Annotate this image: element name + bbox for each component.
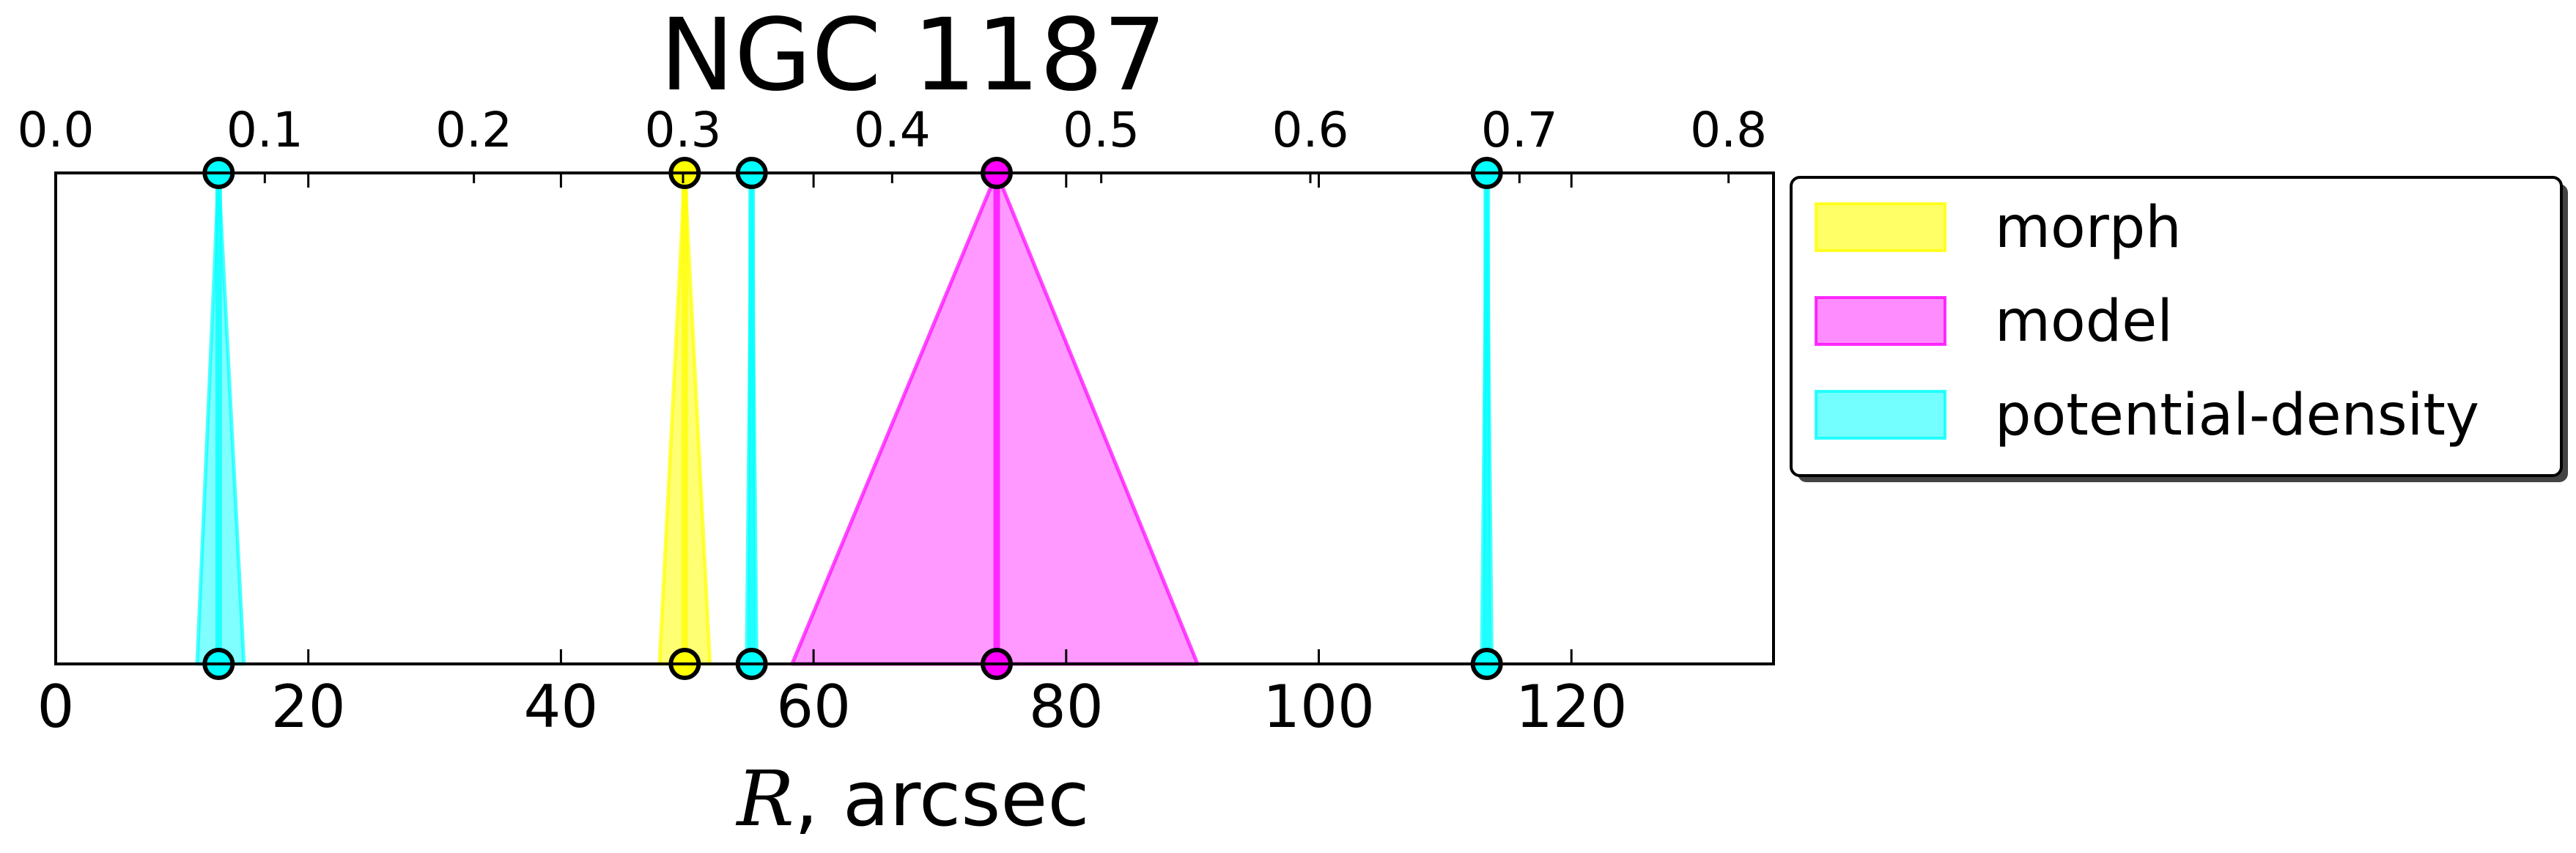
x-axis-label-math: R [735, 754, 794, 843]
x-axis-label: R, arcsec [735, 754, 1089, 843]
x-tick-label: 0 [37, 673, 75, 741]
x-tick-label: 120 [1516, 673, 1628, 741]
legend-label-model: model [1995, 289, 2173, 355]
top-tick-label: 0.4 [854, 102, 931, 158]
x-tick-label: 60 [776, 673, 851, 741]
top-tick-label: 0.2 [435, 102, 512, 158]
legend: morph model potential-density [1791, 177, 2568, 482]
top-tick-label: 0.5 [1063, 102, 1140, 158]
top-tick-label: 0.7 [1481, 102, 1558, 158]
top-tick-label: 0.0 [18, 102, 95, 158]
top-tick-label: 0.8 [1690, 102, 1767, 158]
top-axis: 0.0 0.1 0.2 0.3 0.4 0.5 0.6 0.7 0.8 [18, 102, 1768, 183]
x-tick-label: 20 [271, 673, 346, 741]
x-tick-label: 100 [1263, 673, 1375, 741]
legend-label-potential-density: potential-density [1995, 383, 2479, 448]
top-tick-label: 0.1 [226, 102, 303, 158]
x-tick-label: 40 [524, 673, 599, 741]
chart-title: NGC 1187 [660, 0, 1166, 114]
legend-swatch-potential-density [1816, 391, 1945, 438]
series-layer [197, 159, 1501, 678]
x-axis-label-unit: , arcsec [794, 754, 1090, 843]
legend-label-morph: morph [1995, 195, 2182, 261]
x-tick-label: 80 [1029, 673, 1104, 741]
legend-swatch-morph [1816, 204, 1945, 251]
top-tick-label: 0.3 [645, 102, 722, 158]
top-tick-label: 0.6 [1272, 102, 1349, 158]
legend-swatch-model [1816, 298, 1945, 344]
